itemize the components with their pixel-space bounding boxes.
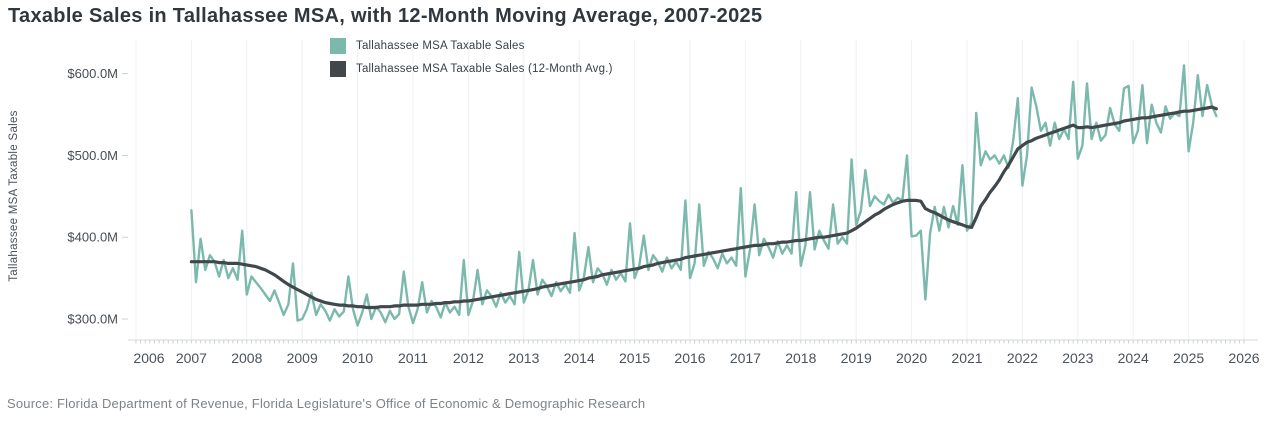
x-tick-label: 2014 — [564, 350, 595, 366]
y-tick-label: $300.0M — [67, 312, 118, 327]
legend-label-sales: Tallahassee MSA Taxable Sales — [356, 40, 525, 52]
x-tick-label: 2009 — [287, 350, 318, 366]
x-tick-label: 2017 — [730, 350, 761, 366]
sales-series-swatch — [330, 38, 346, 54]
source-note: Source: Florida Department of Revenue, F… — [7, 396, 646, 411]
sales-line — [190, 64, 1218, 327]
x-tick-label: 2011 — [398, 350, 428, 366]
x-tick-label: 2025 — [1173, 350, 1204, 366]
y-tick-label: $400.0M — [67, 230, 118, 245]
legend-item-average: Tallahassee MSA Taxable Sales (12-Month … — [330, 61, 613, 77]
legend: Tallahassee MSA Taxable Sales Tallahasse… — [330, 38, 613, 77]
x-tick-label: 2022 — [1007, 350, 1038, 366]
x-tick-label: 2023 — [1062, 350, 1093, 366]
x-tick-label: 2015 — [619, 350, 650, 366]
x-tick-label: 2024 — [1118, 350, 1149, 366]
y-tick-label: $500.0M — [67, 148, 118, 163]
x-tick-label: 2008 — [231, 350, 262, 366]
legend-label-average: Tallahassee MSA Taxable Sales (12-Month … — [356, 63, 613, 75]
moving-average-line — [189, 105, 1218, 310]
x-tick-label: 2020 — [896, 350, 927, 366]
x-tick-label: 2026 — [1228, 350, 1259, 366]
chart-title: Taxable Sales in Tallahassee MSA, with 1… — [8, 5, 763, 27]
x-tick-label: 2012 — [453, 350, 484, 366]
x-tick-label: 2013 — [508, 350, 539, 366]
average-series-swatch — [330, 61, 346, 77]
x-tick-label: 2018 — [785, 350, 816, 366]
legend-item-sales: Tallahassee MSA Taxable Sales — [330, 38, 613, 54]
y-tick-label: $600.0M — [67, 66, 118, 81]
x-tick-label: 2010 — [342, 350, 373, 366]
x-tick-label: 2019 — [841, 350, 872, 366]
x-tick-label: 2016 — [674, 350, 705, 366]
x-tick-label: 2021 — [951, 350, 982, 366]
x-tick-label: 2006 — [133, 350, 164, 366]
x-tick-label: 2007 — [176, 350, 207, 366]
